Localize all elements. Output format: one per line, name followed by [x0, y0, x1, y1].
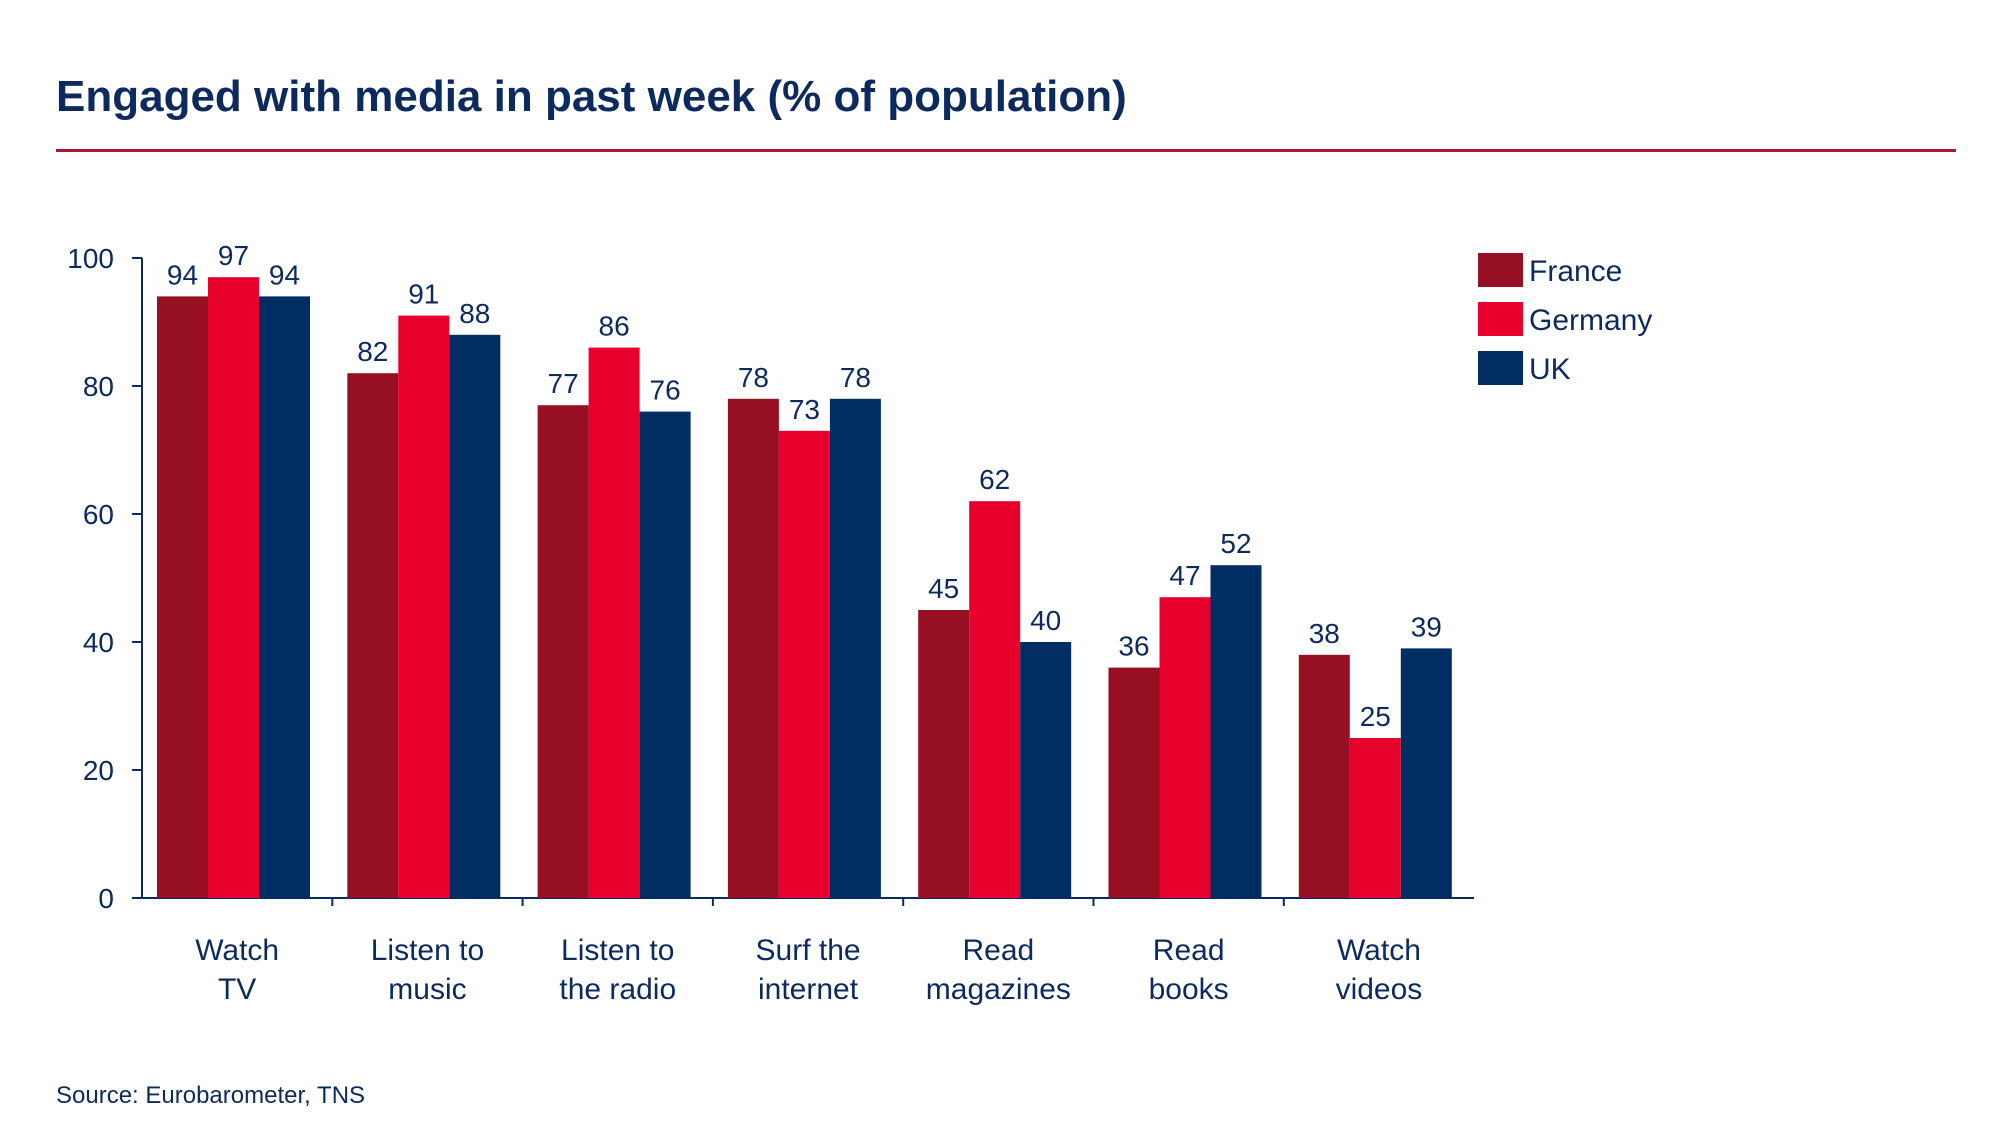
data-label: 62	[979, 464, 1010, 495]
bar-germany	[398, 315, 450, 899]
bar-germany	[778, 430, 830, 898]
bar-germany	[588, 347, 640, 899]
x-tick-label: Watch videos	[1336, 934, 1423, 1006]
title-divider	[56, 149, 1956, 152]
data-label: 97	[218, 240, 249, 271]
y-tick-label: 0	[98, 883, 114, 914]
source-note: Source: Eurobarometer, TNS	[56, 1082, 366, 1109]
data-label: 76	[650, 375, 681, 406]
bar-germany	[1349, 738, 1401, 898]
bar-france	[727, 398, 779, 898]
x-tick-label: Read magazines	[926, 934, 1071, 1006]
data-label: 88	[459, 298, 490, 329]
data-label: 45	[928, 573, 959, 604]
x-tick-label: Surf the internet	[756, 934, 861, 1006]
legend-label: France	[1529, 255, 1622, 288]
data-label: 78	[840, 362, 871, 393]
bar-germany	[1159, 597, 1211, 898]
legend-label: Germany	[1529, 304, 1652, 337]
bar-france	[1108, 667, 1160, 898]
bar-uk	[1210, 565, 1262, 898]
data-label: 94	[269, 259, 300, 290]
data-label: 40	[1030, 605, 1061, 636]
legend-swatch-uk	[1478, 351, 1523, 385]
bar-uk	[1020, 642, 1072, 898]
data-label: 47	[1169, 560, 1200, 591]
bar-uk	[449, 334, 501, 898]
y-tick-label: 40	[83, 627, 114, 658]
data-label: 38	[1309, 618, 1340, 649]
bar-germany	[969, 501, 1021, 898]
data-label: 91	[408, 279, 439, 310]
bar-france	[1298, 654, 1350, 898]
bar-germany	[208, 277, 259, 898]
bar-uk	[259, 296, 310, 898]
data-label: 86	[599, 311, 630, 342]
y-tick-label: 60	[83, 499, 114, 530]
data-label: 94	[167, 259, 198, 290]
y-axis: 0 20 40 60 80 100	[67, 243, 143, 914]
bar-uk	[1400, 648, 1452, 898]
bar-france	[347, 373, 399, 898]
data-label: 39	[1411, 611, 1442, 642]
y-tick-label: 20	[83, 755, 114, 786]
bar-uk	[639, 411, 691, 898]
x-tick-label: Listen to the radio	[559, 934, 676, 1006]
bar-uk	[829, 398, 881, 898]
legend-swatch-germany	[1478, 302, 1523, 336]
y-tick-label: 80	[83, 371, 114, 402]
legend-swatch-france	[1478, 253, 1523, 287]
data-label: 82	[357, 336, 388, 367]
x-tick-label: Listen to music	[371, 934, 484, 1006]
x-tick-label: Read books	[1149, 934, 1229, 1006]
x-tick-label: Watch TV	[195, 934, 279, 1006]
data-label: 52	[1220, 528, 1251, 559]
x-axis: Watch TV Listen to music Listen to the radio S…	[142, 897, 1474, 1006]
legend: France Germany UK	[1478, 253, 1652, 386]
data-label: 25	[1360, 701, 1391, 732]
data-label: 36	[1118, 631, 1149, 662]
chart-title: Engaged with media in past week (% of po…	[56, 72, 1127, 121]
data-label: 77	[548, 368, 579, 399]
bar-france	[157, 296, 208, 898]
bar-france	[537, 405, 589, 898]
legend-label: UK	[1529, 353, 1571, 386]
y-tick-label: 100	[67, 243, 114, 274]
data-label: 78	[738, 362, 769, 393]
bars: 94 97 94 82 91 88 77 86 76 78 73 78 45 62 40 36 47 52 38 25…	[157, 240, 1452, 899]
data-label: 73	[789, 394, 820, 425]
bar-france	[918, 610, 970, 898]
